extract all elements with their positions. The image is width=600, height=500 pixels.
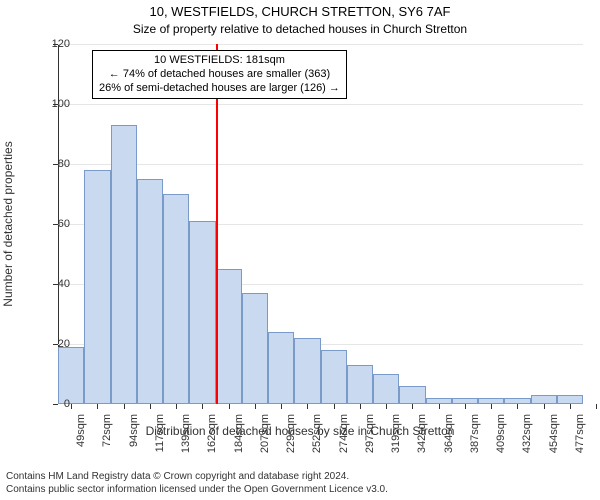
histogram-bar: [557, 395, 583, 404]
y-tick-label: 20: [30, 338, 70, 350]
histogram-bar: [294, 338, 320, 404]
histogram-bar: [111, 125, 137, 404]
x-tick-mark: [491, 404, 492, 409]
histogram-bar: [242, 293, 268, 404]
x-tick-mark: [334, 404, 335, 409]
footer-line-1: Contains HM Land Registry data © Crown c…: [6, 471, 388, 484]
y-tick-label: 60: [30, 218, 70, 230]
y-gridline: [58, 44, 583, 45]
x-tick-mark: [360, 404, 361, 409]
x-tick-mark: [255, 404, 256, 409]
x-tick-mark: [307, 404, 308, 409]
histogram-bar: [137, 179, 163, 404]
x-tick-mark: [229, 404, 230, 409]
chart-title: 10, WESTFIELDS, CHURCH STRETTON, SY6 7AF: [0, 4, 600, 19]
footer-text: Contains HM Land Registry data © Crown c…: [6, 471, 388, 496]
x-tick-mark: [439, 404, 440, 409]
histogram-bar: [399, 386, 425, 404]
x-tick-mark: [71, 404, 72, 409]
x-tick-mark: [570, 404, 571, 409]
x-tick-mark: [97, 404, 98, 409]
histogram-bar: [163, 194, 189, 404]
chart-container: 10, WESTFIELDS, CHURCH STRETTON, SY6 7AF…: [0, 0, 600, 500]
x-tick-mark: [517, 404, 518, 409]
histogram-bar: [189, 221, 215, 404]
histogram-bar: [58, 347, 84, 404]
histogram-bar: [531, 395, 557, 404]
x-tick-mark: [150, 404, 151, 409]
y-axis-label: Number of detached properties: [1, 141, 15, 306]
y-tick-label: 0: [30, 398, 70, 410]
annotation-line-1: 10 WESTFIELDS: 181sqm: [99, 54, 340, 68]
x-tick-mark: [412, 404, 413, 409]
y-tick-label: 40: [30, 278, 70, 290]
x-tick-mark: [202, 404, 203, 409]
chart-subtitle: Size of property relative to detached ho…: [0, 22, 600, 36]
x-tick-mark: [596, 404, 597, 409]
y-tick-label: 80: [30, 158, 70, 170]
y-gridline: [58, 164, 583, 165]
x-tick-mark: [544, 404, 545, 409]
x-tick-mark: [465, 404, 466, 409]
annotation-line-2: ← 74% of detached houses are smaller (36…: [99, 68, 340, 82]
x-tick-mark: [124, 404, 125, 409]
footer-line-2: Contains public sector information licen…: [6, 484, 388, 497]
histogram-bar: [373, 374, 399, 404]
x-tick-mark: [176, 404, 177, 409]
x-tick-mark: [386, 404, 387, 409]
annotation-line-3: 26% of semi-detached houses are larger (…: [99, 82, 340, 96]
histogram-bar: [321, 350, 347, 404]
histogram-bar: [347, 365, 373, 404]
x-tick-mark: [281, 404, 282, 409]
histogram-bar: [268, 332, 294, 404]
x-axis-label: Distribution of detached houses by size …: [0, 424, 600, 438]
histogram-bar: [216, 269, 242, 404]
histogram-bar: [84, 170, 110, 404]
annotation-box: 10 WESTFIELDS: 181sqm ← 74% of detached …: [92, 50, 347, 99]
y-tick-label: 120: [30, 38, 70, 50]
y-gridline: [58, 104, 583, 105]
y-tick-label: 100: [30, 98, 70, 110]
